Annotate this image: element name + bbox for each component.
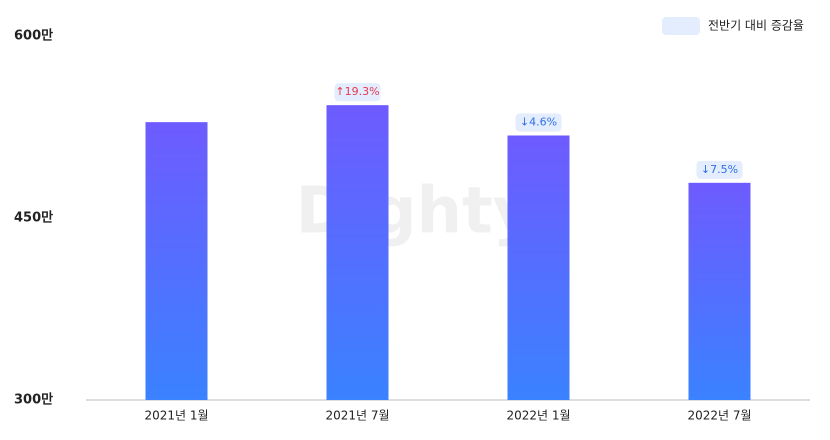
legend-swatch — [662, 17, 700, 35]
bar — [145, 122, 208, 400]
y-tick-label: 300만 — [14, 392, 53, 408]
change-label: ↓4.6% — [520, 115, 557, 128]
change-label-bg — [696, 160, 743, 179]
y-tick-label: 600만 — [14, 28, 53, 44]
x-tick-label: 2021년 1월 — [144, 409, 208, 423]
bar — [507, 135, 570, 400]
bar — [688, 182, 751, 400]
x-tick-label: 2022년 7월 — [687, 409, 751, 423]
change-label: ↓7.5% — [701, 163, 738, 176]
x-tick-label: 2021년 7월 — [325, 409, 389, 423]
bar — [326, 105, 389, 400]
change-label: ↑19.3% — [335, 85, 379, 98]
y-tick-label: 450만 — [14, 210, 53, 226]
change-label-bg — [515, 113, 562, 132]
legend-label: 전반기 대비 증감율 — [708, 19, 804, 33]
x-tick-label: 2022년 1월 — [506, 409, 570, 423]
change-label-bg — [334, 83, 381, 102]
